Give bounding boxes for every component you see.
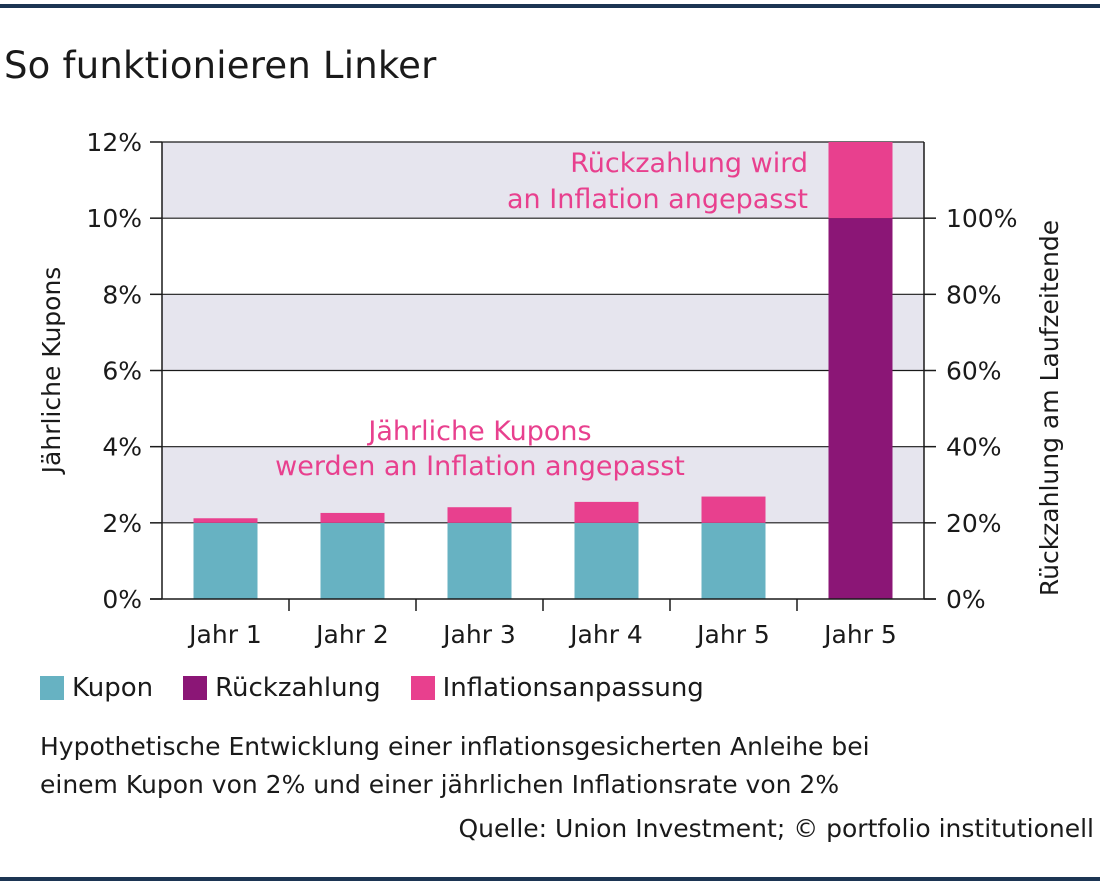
y-tick-label-left: 6%	[102, 357, 142, 386]
bottom-rule	[0, 877, 1100, 881]
legend: Kupon Rückzahlung Inflationsanpassung	[40, 673, 734, 703]
footnote-line-1: Hypothetische Entwicklung einer inflatio…	[40, 732, 870, 761]
y-tick-label-right: 0%	[946, 585, 986, 614]
y-tick-label-right: 80%	[946, 280, 1002, 309]
legend-swatch-inflation	[410, 676, 435, 700]
x-tick-label: Jahr 4	[568, 620, 643, 649]
legend-label-rueckzahlung: Rückzahlung	[215, 673, 381, 703]
annotation-kupons-line-1: Jährliche Kupons	[366, 416, 591, 447]
y-axis-title-right: Rückzahlung am Laufzeitende	[1035, 220, 1064, 596]
y-tick-label-left: 10%	[86, 204, 142, 233]
bar-kupon	[701, 522, 766, 599]
x-tick-label: Jahr 1	[187, 620, 262, 649]
x-tick-label: Jahr 5	[695, 620, 770, 649]
y-tick-label-left: 2%	[102, 509, 142, 538]
y-tick-label-left: 4%	[102, 433, 142, 462]
y-tick-label-left: 0%	[102, 585, 142, 614]
annotation-kupons-line-2: werden an Inflation angepasst	[275, 451, 685, 482]
footnote: Hypothetische Entwicklung einer inflatio…	[40, 728, 870, 804]
bar-rueckzahlung	[828, 218, 893, 599]
bar-inflationsanpassung	[193, 518, 258, 523]
x-tick-label: Jahr 3	[441, 620, 516, 649]
y-tick-label-right: 20%	[946, 509, 1002, 538]
grid-band	[162, 446, 924, 523]
legend-item-rueckzahlung: Rückzahlung	[183, 673, 381, 703]
bar-inflationsanpassung	[828, 142, 893, 219]
x-tick-label: Jahr 2	[314, 620, 389, 649]
legend-label-inflation: Inflationsanpassung	[442, 673, 704, 703]
y-tick-label-left: 12%	[86, 128, 142, 157]
bar-inflationsanpassung	[320, 512, 385, 523]
x-tick-label: Jahr 5	[822, 620, 897, 649]
grid-band	[162, 142, 924, 219]
legend-item-inflation: Inflationsanpassung	[410, 673, 704, 703]
annotation-rueckzahlung-line-1: Rückzahlung wird	[570, 148, 808, 179]
y-tick-label-right: 40%	[946, 433, 1002, 462]
bar-kupon	[447, 522, 512, 599]
legend-item-kupon: Kupon	[40, 673, 153, 703]
legend-swatch-rueckzahlung	[183, 676, 208, 700]
bar-inflationsanpassung	[574, 501, 639, 523]
y-axis-title-left: Jährliche Kupons	[37, 267, 66, 476]
bar-inflationsanpassung	[447, 507, 512, 523]
bar-kupon	[320, 522, 385, 599]
chart-title: So funktionieren Linker	[4, 44, 437, 87]
y-tick-label-right: 100%	[946, 204, 1017, 233]
annotation-rueckzahlung-line-2: an Inflation angepasst	[507, 184, 808, 215]
source-credit: Quelle: Union Investment; © portfolio in…	[458, 814, 1095, 843]
legend-label-kupon: Kupon	[72, 673, 154, 703]
bar-inflationsanpassung	[701, 496, 766, 523]
y-tick-label-right: 60%	[946, 357, 1002, 386]
footnote-line-2: einem Kupon von 2% und einer jährlichen …	[40, 770, 840, 799]
top-rule	[0, 4, 1100, 8]
bar-kupon	[193, 522, 258, 599]
bar-kupon	[574, 522, 639, 599]
y-tick-label-left: 8%	[102, 280, 142, 309]
legend-swatch-kupon	[40, 676, 64, 700]
grid-band	[162, 294, 924, 371]
